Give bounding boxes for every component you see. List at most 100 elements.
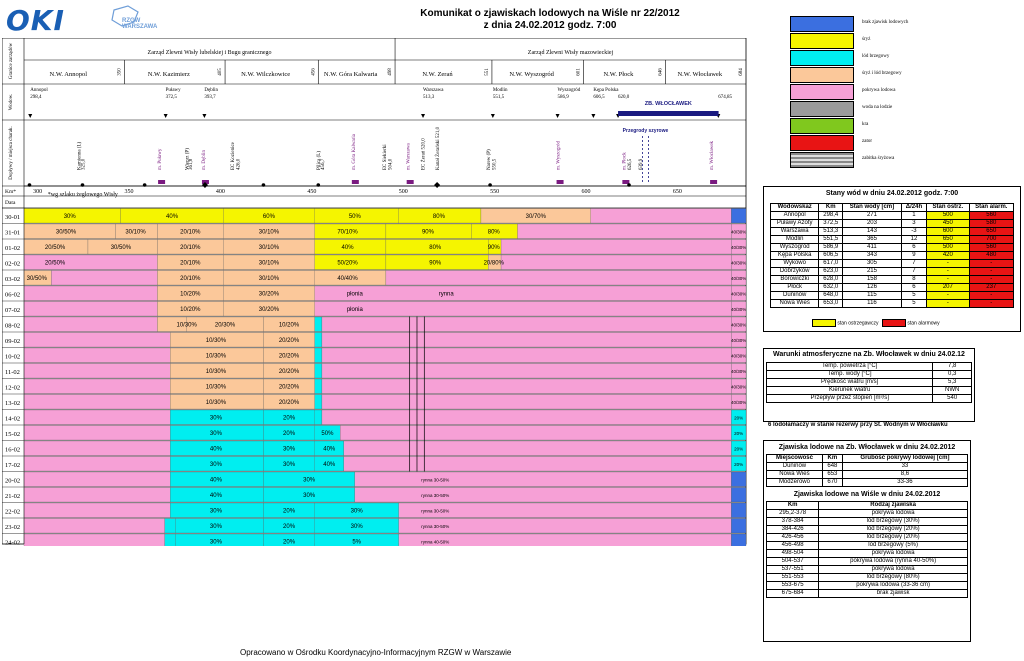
- segment-pokrywa: [23, 285, 158, 301]
- table-cell: pokrywa lodowa (33-36 cm): [818, 581, 968, 590]
- segment-label: 20/10%: [180, 245, 201, 251]
- legend-label: woda na lodzie: [862, 105, 893, 110]
- doplyw-label: 550,5: [493, 158, 498, 170]
- table-cell: -: [926, 259, 970, 268]
- table-header: Stan wody [cm]: [842, 203, 902, 212]
- segment-label: rynna 30-50%: [421, 509, 449, 514]
- segment-label: 80%: [429, 245, 442, 251]
- segment-label: 20%: [734, 447, 743, 452]
- zarzad-label: Zarząd Zlewni Wisły mazowieckiej: [528, 50, 614, 56]
- table-cell: 617,0: [818, 259, 844, 268]
- table-cell: 295,2-378: [765, 509, 820, 518]
- segment-pokrywa: [731, 270, 747, 286]
- nw-label: N.W. Zerań: [422, 71, 453, 78]
- zjawiska-zb-title: Zjawiska lodowe na Zb. Włocławek w dniu …: [778, 444, 956, 451]
- segment-label: 30%: [210, 540, 223, 546]
- segment-label: 30/50%: [111, 245, 132, 251]
- table-row: 378-384 lód brzegowy (30%): [765, 517, 968, 526]
- wodowskaz-km: 298,4: [30, 95, 42, 100]
- segment-label: 30%: [210, 431, 223, 437]
- table-header: Stan ostrz.: [926, 203, 970, 212]
- alarm-label: stan alarmowy: [907, 320, 940, 327]
- segment-label: 30%: [210, 509, 223, 515]
- doplyw-label: 626,5: [628, 158, 633, 170]
- date-label: 14-02: [5, 416, 20, 423]
- table-row: Temp. powietrza [°C] 7,8: [765, 362, 972, 371]
- wodowskaz-name: Kępa Polska: [593, 88, 619, 93]
- table-cell: 513,3: [818, 227, 844, 236]
- table-cell: -: [968, 259, 1015, 268]
- table-cell: 237: [968, 283, 1015, 292]
- date-label: 17-02: [5, 462, 20, 469]
- table-cell: 411: [842, 243, 902, 252]
- date-label: 06-02: [5, 292, 20, 299]
- segment-label: 30%: [283, 447, 296, 453]
- axis-diamond-icon: [201, 182, 208, 188]
- table-row: Duninów 648 33: [766, 462, 969, 471]
- segment-label: 40/30%: [731, 400, 746, 405]
- segment-label: 50%: [321, 431, 334, 437]
- legend-swatch: [790, 33, 854, 49]
- table-cell: Płock: [769, 283, 820, 292]
- table-cell: 0,3: [932, 370, 972, 379]
- km-tick: 400: [216, 189, 225, 195]
- table-cell: 298,4: [818, 211, 844, 220]
- segment-label: rynna 30-50%: [421, 493, 449, 498]
- table-row: 504-537 pokrywa lodowa (rynna 40-50%): [765, 557, 968, 566]
- legend-swatch: [790, 118, 854, 134]
- segment-lod_brzegowy: [314, 316, 323, 332]
- segment-label: 40%: [210, 447, 223, 453]
- table-cell: 653: [821, 470, 843, 479]
- table-cell: Borowiczki: [769, 275, 820, 284]
- doplyw-label: EC Kozienice: [231, 141, 236, 170]
- segment-label: 40%: [210, 478, 223, 484]
- table-header: Rodzaj zjawiska: [818, 501, 968, 510]
- segment-label: 40%: [342, 245, 355, 251]
- doplyw-label: 639,9: [639, 158, 644, 170]
- table-row: 551-553 lód brzegowy (80%): [765, 573, 968, 582]
- segment-label: 40%: [323, 447, 336, 453]
- segment-label: 40/30%: [731, 261, 746, 266]
- legend-alarm: stan alarmowy: [882, 319, 940, 327]
- wodowskaz-km: 606,5: [593, 95, 605, 100]
- city-marker: [351, 180, 359, 184]
- table-cell: Kępa Polska: [769, 251, 820, 260]
- segment-label: 20/20%: [279, 338, 300, 344]
- table-cell: lód brzegowy (30%): [818, 517, 968, 526]
- table-cell: 648,0: [818, 291, 844, 300]
- segment-pokrywa: [500, 239, 732, 255]
- legend-label: lód brzegowy: [862, 54, 890, 59]
- wodowskaz-name: Dęblin: [204, 88, 218, 93]
- table-row: Nowa Wieś 653,0 116 5- -: [769, 299, 1015, 308]
- segment-label: 30%: [303, 493, 316, 499]
- segment-pokrywa: [500, 254, 732, 270]
- table-cell: pokrywa lodowa: [818, 509, 968, 518]
- table-cell: Nowa Wieś: [769, 299, 820, 308]
- legend-swatch: [790, 101, 854, 117]
- date-label: 24-02: [5, 540, 20, 547]
- segment-label: 40%: [323, 462, 336, 468]
- nw-label: N.W. Annopol: [50, 71, 88, 78]
- segment-label: 10/20%: [180, 292, 201, 298]
- segment-brak: [731, 518, 747, 534]
- table-cell: -: [968, 275, 1015, 284]
- table-cell: 158: [842, 275, 902, 284]
- legend-swatch: [790, 135, 854, 151]
- table-cell: 372,5: [818, 219, 844, 228]
- segment-lod_brzegowy: [314, 378, 323, 394]
- segment-pokrywa: [23, 363, 171, 379]
- segment-pokrywa: [731, 363, 747, 379]
- table-cell: Wyszogród: [769, 243, 820, 252]
- table-row: Duninów 648,0 115 5- -: [769, 291, 1015, 300]
- table-cell: 623,0: [818, 267, 844, 276]
- table-cell: 203: [842, 219, 902, 228]
- stany-title: Stany wód w dniu 24.02.2012 godz. 7:00: [825, 190, 959, 197]
- table-cell: 560: [968, 243, 1015, 252]
- table-cell: Warszawa: [769, 227, 820, 236]
- segment-pokrywa: [731, 254, 747, 270]
- table-cell: 126: [842, 283, 902, 292]
- segment-pokrywa: [23, 378, 171, 394]
- table-row: Dobrzyków 623,0 215 7- -: [769, 267, 1015, 276]
- left-label: Granice zarządów: [9, 43, 14, 80]
- segment-brak: [731, 487, 747, 503]
